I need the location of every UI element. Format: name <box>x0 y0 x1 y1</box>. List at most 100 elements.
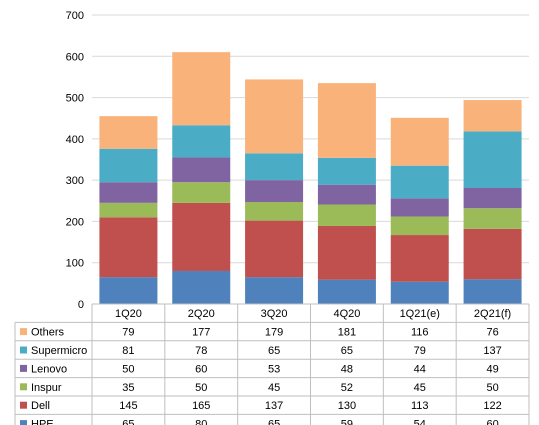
bar-segment-others-1q20 <box>99 116 158 149</box>
bar-segment-hpe-1q21e <box>390 281 449 304</box>
bar-segment-supermicro-1q21e <box>390 165 449 199</box>
bar-segment-hpe-4q20 <box>317 279 376 304</box>
bar-segment-others-4q20 <box>317 83 376 158</box>
legend-swatch-others <box>20 328 27 336</box>
legend-label-supermicro: Supermicro <box>31 345 87 357</box>
bar-segment-lenovo-1q21e <box>390 198 449 217</box>
table-value: 49 <box>486 363 498 375</box>
bar-segment-inspur-2q20 <box>172 182 231 203</box>
bar-segment-supermicro-3q20 <box>245 153 304 181</box>
table-value: 45 <box>268 382 280 394</box>
table-value: 79 <box>122 327 134 339</box>
bar-segment-inspur-2q21f <box>463 208 522 229</box>
table-value: 50 <box>195 382 207 394</box>
bar-segment-dell-1q21e <box>390 235 449 282</box>
bar-segment-hpe-3q20 <box>245 277 304 304</box>
bar-segment-supermicro-4q20 <box>317 157 376 185</box>
table-value: 60 <box>486 419 498 425</box>
bar-segment-dell-2q20 <box>172 202 231 271</box>
bar-segment-lenovo-4q20 <box>317 184 376 205</box>
table-value: 80 <box>195 419 207 425</box>
table-value: 53 <box>268 363 280 375</box>
bar-segment-supermicro-2q21f <box>463 131 522 188</box>
table-value: 65 <box>122 419 134 425</box>
bar-segment-supermicro-2q20 <box>172 125 231 158</box>
gridlines <box>92 14 529 305</box>
table-value: 50 <box>486 382 498 394</box>
legend-swatch-inspur <box>20 383 27 391</box>
x-category-label: 4Q20 <box>333 308 360 320</box>
table-value: 79 <box>414 345 426 357</box>
table-value: 78 <box>195 345 207 357</box>
y-tick-label: 0 <box>78 299 84 311</box>
x-category-label: 2Q21(f) <box>474 308 511 320</box>
data-table: 1Q20 2Q20 3Q20 4Q20 1Q21(e) 2Q21(f) Others 79 17… <box>14 303 530 425</box>
legend-label-lenovo: Lenovo <box>31 363 67 375</box>
table-value: 116 <box>411 327 429 339</box>
table-value: 44 <box>414 363 426 375</box>
table-value: 81 <box>122 345 134 357</box>
y-tick-label: 100 <box>66 258 84 270</box>
table-value: 130 <box>338 400 356 412</box>
table-value: 48 <box>341 363 353 375</box>
x-category-label: 2Q20 <box>188 308 215 320</box>
x-category-label: 1Q21(e) <box>400 308 440 320</box>
table-value: 45 <box>414 382 426 394</box>
bar-segment-lenovo-2q20 <box>172 157 231 183</box>
table-value: 137 <box>483 345 501 357</box>
bar-segment-dell-1q20 <box>99 217 158 278</box>
legend-swatch-lenovo <box>20 364 27 372</box>
table-value: 165 <box>192 400 210 412</box>
legend-label-inspur: Inspur <box>31 382 62 394</box>
bars <box>99 52 522 304</box>
table-value: 137 <box>265 400 283 412</box>
bar-segment-inspur-1q21e <box>390 216 449 236</box>
y-tick-label: 500 <box>66 93 84 105</box>
table-value: 54 <box>414 419 426 425</box>
legend-swatch-dell <box>20 401 27 409</box>
y-tick-label: 600 <box>66 51 84 63</box>
table-value: 65 <box>341 345 353 357</box>
bar-segment-supermicro-1q20 <box>99 148 158 183</box>
bar-segment-hpe-2q20 <box>172 270 231 304</box>
bar-segment-others-1q21e <box>390 117 449 166</box>
table-value: 113 <box>411 400 429 412</box>
bar-segment-dell-3q20 <box>245 220 304 278</box>
legend-swatch-hpe <box>20 420 27 425</box>
y-tick-label: 300 <box>66 175 84 187</box>
bar-segment-others-2q21f <box>463 100 522 132</box>
legend-label-hpe: HPE <box>31 419 54 425</box>
table-value: 145 <box>119 400 137 412</box>
legend-label-others: Others <box>31 327 65 339</box>
table-value: 35 <box>122 382 134 394</box>
table-value: 50 <box>122 363 134 375</box>
table-value: 122 <box>483 400 501 412</box>
bar-segment-hpe-2q21f <box>463 279 522 304</box>
bar-segment-inspur-3q20 <box>245 202 304 221</box>
table-value: 60 <box>195 363 207 375</box>
legend-label-dell: Dell <box>31 400 50 412</box>
bar-segment-lenovo-2q21f <box>463 187 522 209</box>
bar-segment-others-3q20 <box>245 79 304 154</box>
table-value: 181 <box>338 327 356 339</box>
y-tick-label: 700 <box>66 10 84 22</box>
table-value: 65 <box>268 419 280 425</box>
bar-segment-lenovo-3q20 <box>245 180 304 203</box>
table-value: 179 <box>265 327 283 339</box>
x-category-label: 3Q20 <box>261 308 288 320</box>
bar-segment-dell-2q21f <box>463 228 522 280</box>
table-value: 59 <box>341 419 353 425</box>
legend-swatch-supermicro <box>20 346 27 354</box>
table-value: 65 <box>268 345 280 357</box>
y-tick-label: 200 <box>66 216 84 228</box>
table-value: 177 <box>192 327 210 339</box>
bar-segment-lenovo-1q20 <box>99 182 158 203</box>
table-value: 52 <box>341 382 353 394</box>
bar-segment-hpe-1q20 <box>99 277 158 304</box>
bar-segment-inspur-1q20 <box>99 202 158 218</box>
bar-segment-others-2q20 <box>172 52 231 126</box>
table-value: 76 <box>486 327 498 339</box>
bar-segment-inspur-4q20 <box>317 204 376 226</box>
y-tick-label: 400 <box>66 134 84 146</box>
